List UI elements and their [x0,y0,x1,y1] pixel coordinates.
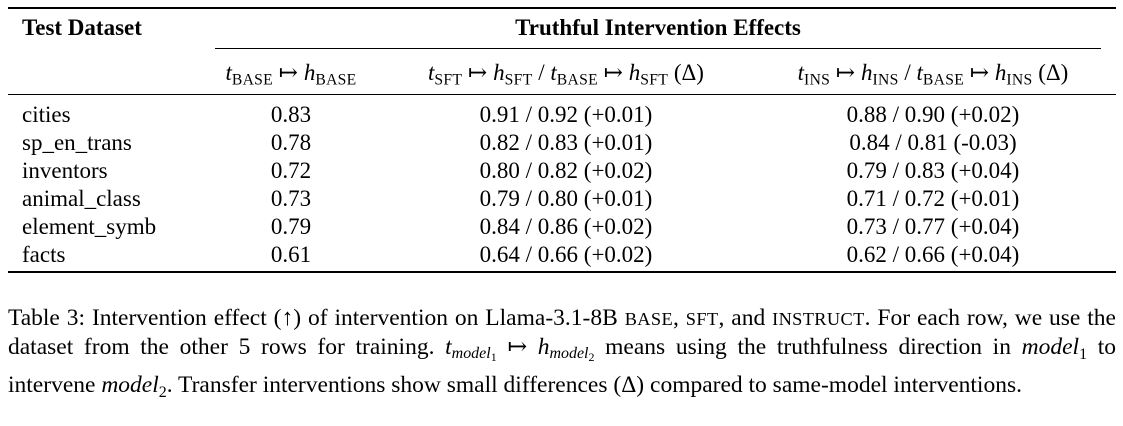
text-segment: , and [718,305,773,331]
table-cell: 0.71 / 0.72 (+0.01) [846,186,1020,211]
subscript: model1 [451,345,497,365]
subscript: SFT [434,71,463,89]
table-cell: 0.72 [270,158,312,183]
text-segment: h [860,60,873,85]
text-segment: h [493,60,505,85]
table-cell: 0.88 / 0.90 (+0.02) [846,102,1020,127]
text-segment: ↦ [496,333,538,360]
table-cell: 0.83 [270,102,312,127]
row-label: facts [22,242,66,267]
text-segment: Table 3: Intervention effect (↑) of inte… [8,305,625,331]
table-cell: 0.64 / 0.66 (+0.02) [479,242,653,267]
text-segment: t [225,60,232,85]
column-header: tBASE ↦ hBASE [225,59,356,95]
text-segment: BASE [624,309,674,329]
text-segment: / [898,60,917,85]
subscript: BASE [315,71,357,89]
row-label: element_symb [22,214,157,239]
subscript: 1 [1079,345,1088,363]
text-segment: to intervene [8,333,1116,398]
text-segment: ↦ [597,60,629,85]
table-cell: 0.62 / 0.66 (+0.04) [846,242,1020,267]
table-cell: 0.73 [270,186,312,211]
text-segment: model [101,371,159,398]
subscript: INS [1006,71,1033,89]
text-segment: , [673,305,686,331]
table-cell: 0.82 / 0.83 (+0.01) [479,130,653,155]
subscript: BASE [922,71,965,89]
subscript: INS [872,71,899,89]
text-segment: SFT [685,309,719,329]
bottom-rule [8,271,1116,273]
text-segment: ↦ [273,60,304,85]
subscript: INS [804,71,831,89]
text-segment: model [1021,333,1080,360]
header-first: Test Dataset [22,15,142,40]
subscript: SFT [640,71,669,89]
header-group: Truthful Intervention Effects [515,15,801,40]
text-segment: h [537,333,550,360]
row-label: cities [22,102,71,127]
top-rule [8,7,1116,9]
subscript: BASE [231,71,274,89]
subscript: SFT [504,71,533,89]
row-label: inventors [22,158,108,183]
text-segment: t [916,60,923,85]
text-segment: (Δ) [1032,60,1069,85]
table-cell: 0.79 / 0.80 (+0.01) [479,186,653,211]
text-segment: ↦ [830,60,861,85]
text-segment: INSTRUCT [772,309,865,329]
sub-subscript: 2 [588,350,595,365]
row-label: animal_class [22,186,141,211]
subscript: model2 [549,345,595,365]
text-segment: . Transfer interventions show small diff… [166,371,1022,398]
row-label: sp_en_trans [22,130,132,155]
text-segment: / [532,60,551,85]
text-segment: ↦ [462,60,494,85]
text-segment: t [550,60,557,85]
text-segment: ↦ [964,60,995,85]
table-cell: 0.84 / 0.81 (-0.03) [849,130,1017,155]
text-segment: (Δ) [668,60,704,85]
column-header: tINS ↦ hINS / tBASE ↦ hINS (Δ) [798,59,1069,95]
table-cell: 0.84 / 0.86 (+0.02) [479,214,653,239]
subscript: 2 [158,383,167,401]
subscript: BASE [556,71,598,89]
sub-subscript: 1 [490,350,497,365]
table-cell: 0.79 / 0.83 (+0.04) [846,158,1020,183]
table-cell: 0.73 / 0.77 (+0.04) [846,214,1020,239]
text-segment: . For each row, we use the dataset from … [8,305,1116,360]
caption: Table 3: Intervention effect (↑) of inte… [8,305,1116,406]
text-segment: h [994,60,1007,85]
table-cell: 0.78 [270,130,312,155]
column-header: tSFT ↦ hSFT / tBASE ↦ hSFT (Δ) [428,59,704,95]
text-segment: h [628,60,641,85]
text-segment: t [445,333,452,360]
text-segment: h [303,60,316,85]
table-cell: 0.79 [270,214,312,239]
text-segment: t [797,60,805,85]
text-segment: t [428,60,435,85]
table-cell: 0.91 / 0.92 (+0.01) [479,102,653,127]
table-cell: 0.61 [270,242,312,267]
mid-rule [8,94,1116,95]
table-cell: 0.80 / 0.82 (+0.02) [479,158,653,183]
text-segment: means using the truthfulness direction i… [594,333,1022,360]
group-rule [215,48,1101,49]
